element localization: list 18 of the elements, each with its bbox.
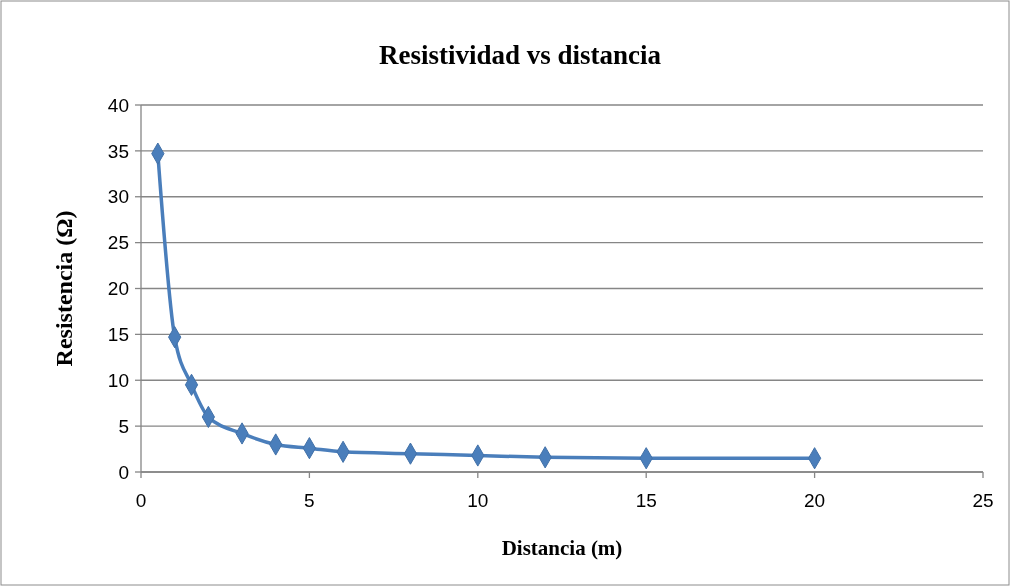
x-tick-label: 0 [135, 490, 147, 511]
x-tick-label: 25 [972, 490, 994, 511]
x-tick-label: 5 [304, 490, 315, 511]
x-tick-label: 10 [467, 490, 489, 511]
y-tick-label: 25 [107, 232, 129, 254]
y-tick-label: 35 [107, 140, 129, 162]
chart-title: Resistividad vs distancia [378, 40, 662, 70]
y-tick-label: 40 [107, 94, 129, 116]
y-tick-label: 15 [107, 324, 129, 346]
y-tick-label: 10 [107, 369, 129, 391]
y-tick-label: 30 [107, 186, 129, 208]
y-tick-label: 5 [118, 415, 129, 437]
y-axis-title: Resistencia (Ω) [51, 210, 77, 367]
x-tick-label: 15 [635, 490, 657, 511]
y-tick-label: 0 [118, 461, 129, 483]
y-tick-label: 20 [107, 278, 129, 300]
x-tick-label: 20 [804, 490, 826, 511]
x-axis-title: Distancia (m) [501, 536, 623, 560]
